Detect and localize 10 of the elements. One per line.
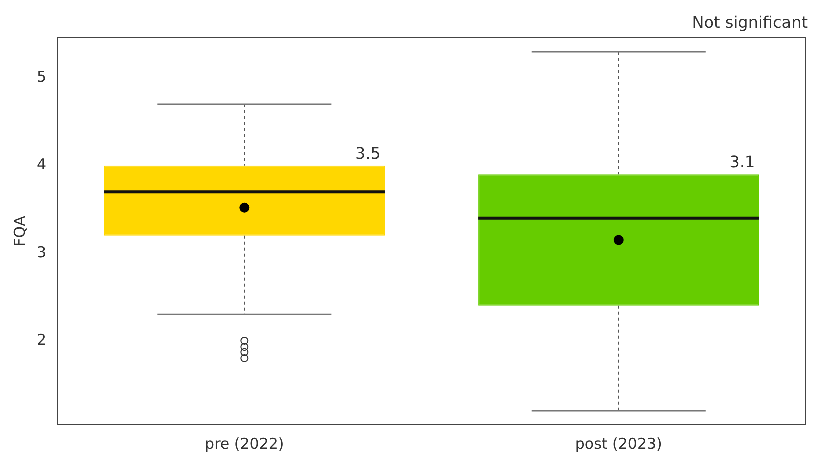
x-tick-label: post (2023) xyxy=(575,434,662,453)
text: Not significant xyxy=(692,13,808,32)
y-tick-label: 4 xyxy=(36,156,47,174)
annotation: 3.5 xyxy=(356,144,381,163)
x-tick-label: pre (2022) xyxy=(205,434,284,453)
y-axis-title: FQA xyxy=(10,215,29,247)
y-tick-label: 5 xyxy=(36,68,47,86)
y-tick-label: 2 xyxy=(36,330,47,349)
y-tick-label: 3 xyxy=(36,243,47,262)
annotation: 3.1 xyxy=(730,152,756,172)
